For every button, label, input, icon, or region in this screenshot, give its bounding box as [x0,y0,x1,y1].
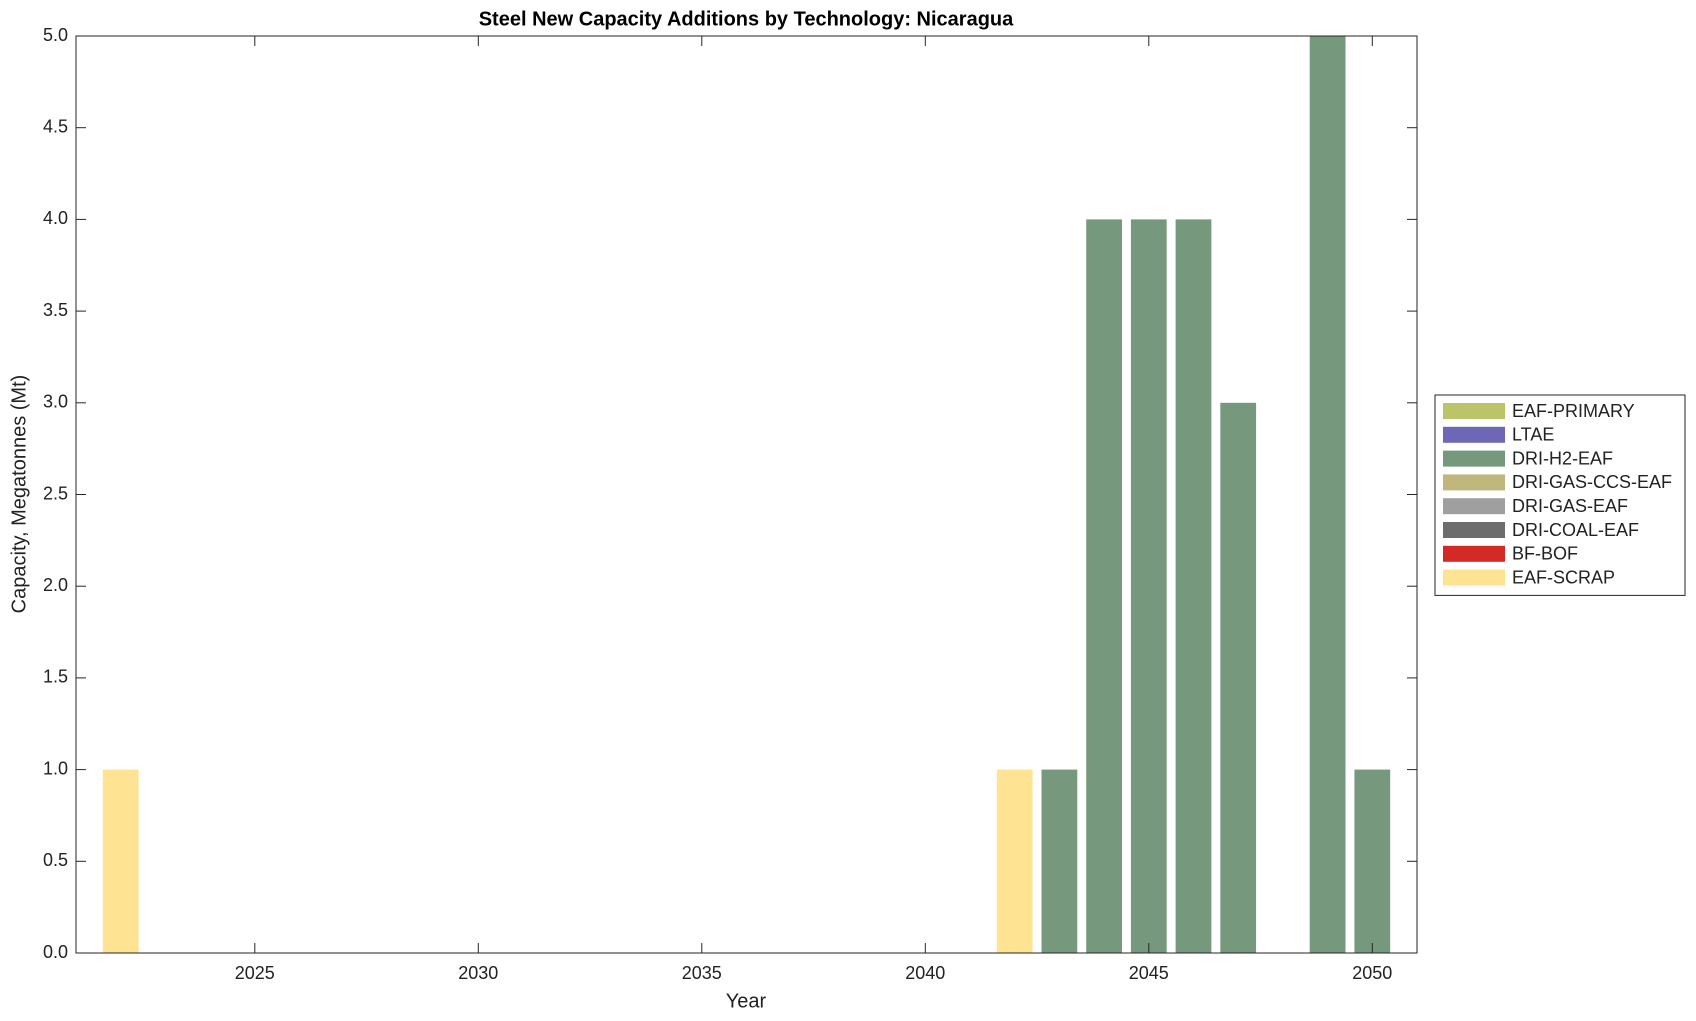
legend-swatch [1443,498,1505,515]
x-tick-label: 2035 [682,963,722,983]
y-tick-label: 5.0 [43,25,68,45]
bar [102,769,139,953]
legend-label: BF-BOF [1512,544,1578,564]
bar [1086,219,1122,953]
legend-swatch [1443,450,1505,467]
legend-swatch [1443,403,1505,419]
x-tick-label: 2045 [1129,963,1169,983]
bar [1041,769,1078,953]
bar [1309,36,1346,953]
legend-label: DRI-GAS-EAF [1512,496,1628,516]
legend-swatch [1443,474,1505,491]
bar [1354,769,1391,953]
legend-swatch [1443,522,1505,538]
bar [1220,402,1257,953]
y-tick-label: 4.5 [43,116,68,136]
plot-frame [75,35,1418,954]
x-tick-label: 2030 [458,963,498,983]
x-axis-label: Year [726,990,767,1012]
legend-label: DRI-H2-EAF [1512,448,1613,468]
legend-swatch [1443,426,1505,443]
bar [996,769,1033,953]
y-tick-label: 2.5 [43,483,68,503]
legend-label: EAF-SCRAP [1512,567,1615,587]
legend-label: DRI-COAL-EAF [1512,520,1639,540]
legend-swatch [1443,569,1505,586]
bar [1130,219,1167,953]
y-tick-label: 4.0 [43,208,68,228]
x-tick-label: 2040 [905,963,945,983]
chart-title: Steel New Capacity Additions by Technolo… [479,8,1014,30]
y-tick-label: 3.0 [43,392,68,412]
bar [1175,219,1212,953]
y-tick-label: 1.0 [43,758,68,778]
legend-label: EAF-PRIMARY [1512,401,1635,421]
legend-swatch [1443,545,1505,562]
y-axis-label: Capacity, Megatonnes (Mt) [8,375,30,614]
x-tick-label: 2050 [1352,963,1392,983]
legend-box [1434,394,1686,596]
legend-label: DRI-GAS-CCS-EAF [1512,472,1672,492]
y-tick-label: 2.0 [43,575,68,595]
y-tick-label: 0.5 [43,850,68,870]
legend-label: LTAE [1512,425,1554,445]
y-tick-label: 3.5 [43,300,68,320]
x-tick-label: 2025 [235,963,275,983]
y-tick-label: 0.0 [43,942,68,962]
y-tick-label: 1.5 [43,667,68,687]
